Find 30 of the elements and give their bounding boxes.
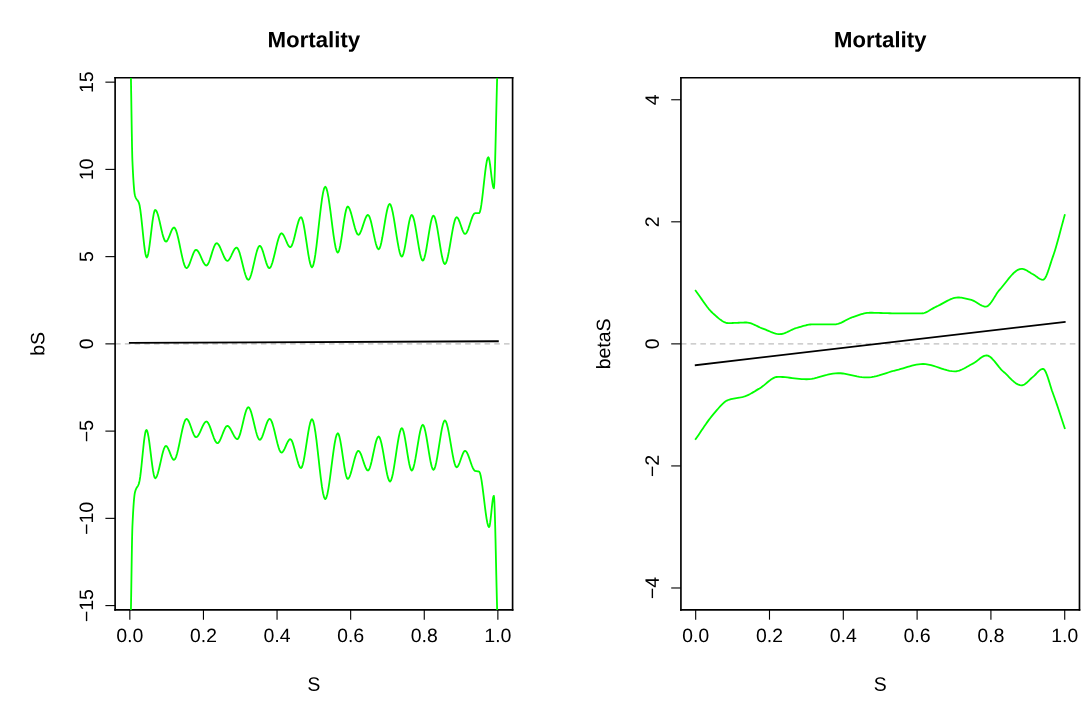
- x-tick-label: 0.4: [830, 628, 857, 643]
- x-tick-label: 0.6: [337, 628, 364, 643]
- x-tick-label: 0.8: [978, 628, 1004, 643]
- x-tick-label: 1.0: [1052, 628, 1078, 643]
- x-tick-label: 0.2: [756, 628, 783, 643]
- y-tick-label: 5: [79, 252, 94, 262]
- x-tick-label: 1.0: [485, 628, 511, 643]
- y-tick-label: 4: [645, 94, 659, 105]
- x-tick-label: 0.2: [190, 628, 216, 643]
- y-tick-label: 0: [645, 339, 660, 349]
- y-tick-label: 10: [79, 159, 94, 179]
- y-tick-label: −5: [79, 420, 94, 442]
- y-axis-title: bS: [30, 332, 45, 355]
- x-axis-title: S: [308, 677, 320, 691]
- y-tick-label: −15: [79, 589, 94, 622]
- x-axis-title: S: [874, 677, 886, 691]
- y-tick-label: −4: [645, 577, 659, 599]
- chart-title: Mortality: [835, 31, 927, 52]
- x-tick-label: 0.0: [117, 628, 143, 643]
- y-axis-title: betaS: [596, 319, 611, 369]
- y-tick-label: 0: [79, 339, 94, 349]
- x-tick-label: 0.4: [264, 628, 290, 643]
- chart-title: Mortality: [269, 31, 361, 52]
- x-tick-label: 0.6: [904, 628, 930, 643]
- y-tick-label: 2: [645, 217, 659, 227]
- y-tick-label: 15: [79, 72, 94, 92]
- x-tick-label: 0.8: [411, 628, 437, 643]
- x-tick-label: 0.0: [682, 628, 709, 643]
- y-tick-label: −2: [645, 455, 659, 477]
- y-tick-label: −10: [79, 502, 94, 534]
